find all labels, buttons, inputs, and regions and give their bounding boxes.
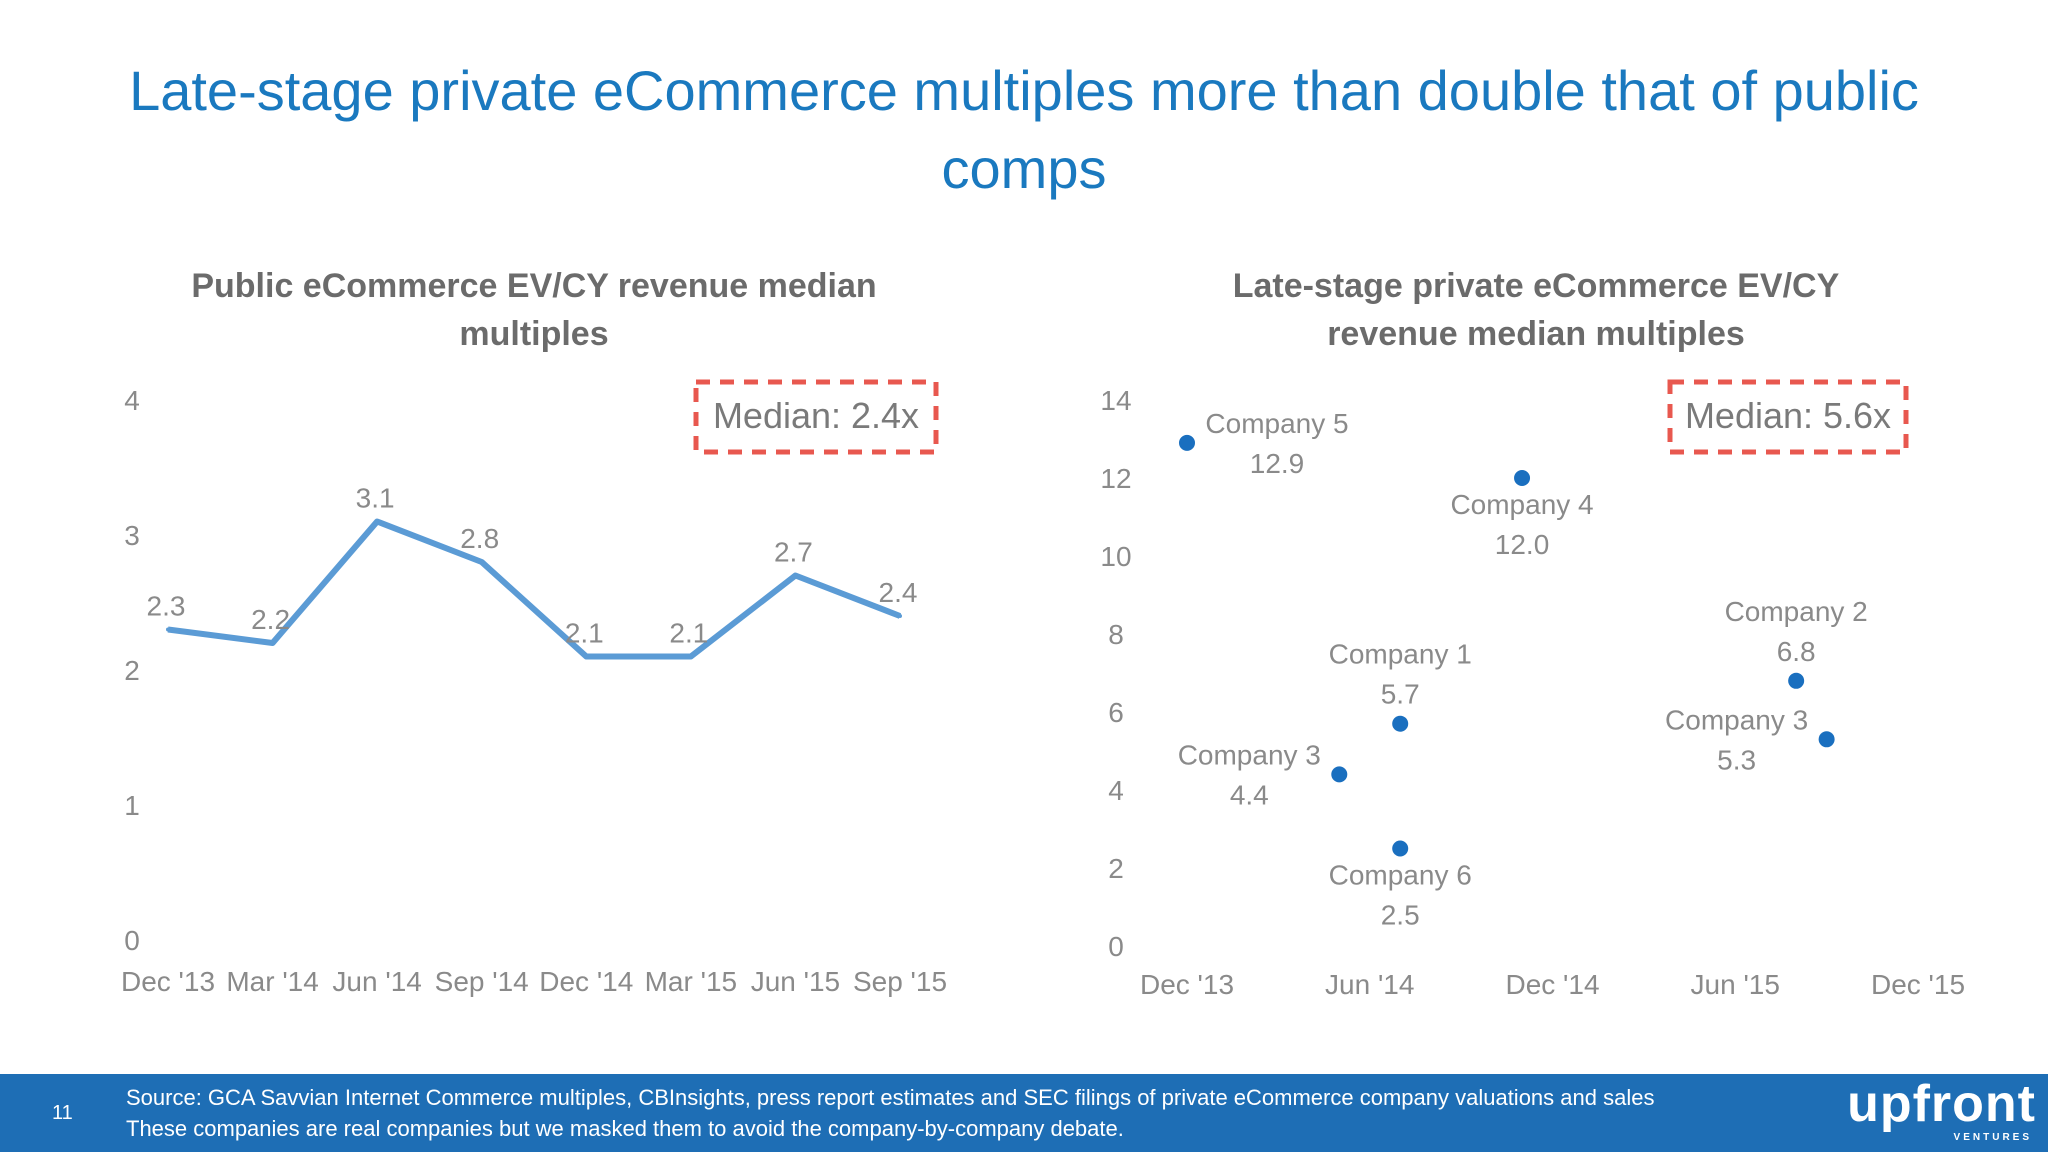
data-point xyxy=(584,654,589,659)
x-tick-label: Jun '15 xyxy=(1691,969,1780,1000)
data-label: 2.7 xyxy=(774,537,813,568)
point-value-label: 2.5 xyxy=(1381,900,1420,931)
point-value-label: 5.7 xyxy=(1381,679,1420,710)
footer-bar: 11 Source: GCA Savvian Internet Commerce… xyxy=(0,1074,2048,1152)
scatter-point xyxy=(1331,766,1348,783)
left-chart-title: Public eCommerce EV/CY revenue median mu… xyxy=(154,262,914,358)
slide-title-line1: Late-stage private eCommerce multiples m… xyxy=(129,59,1919,122)
y-tick-label: 10 xyxy=(1100,541,1131,572)
point-value-label: 4.4 xyxy=(1230,779,1269,810)
y-tick-label: 8 xyxy=(1108,619,1124,650)
y-tick-label: 4 xyxy=(1108,775,1124,806)
upfront-logo: upfront VENTURES xyxy=(1836,1075,2036,1146)
y-tick-label: 6 xyxy=(1108,697,1124,728)
point-label: Company 2 xyxy=(1725,596,1868,627)
scatter-point xyxy=(1788,672,1805,689)
x-tick-label: Sep '14 xyxy=(435,966,529,997)
data-label: 3.1 xyxy=(356,483,395,514)
right-chart-title: Late-stage private eCommerce EV/CY reven… xyxy=(1156,262,1916,358)
point-value-label: 12.9 xyxy=(1250,448,1305,479)
left-chart-title-line1: Public eCommerce EV/CY revenue median xyxy=(191,267,877,305)
y-tick-label: 4 xyxy=(124,385,140,416)
data-point xyxy=(270,641,275,645)
y-tick-label: 14 xyxy=(1100,385,1131,416)
x-tick-label: Jun '15 xyxy=(751,966,840,997)
data-label: 2.4 xyxy=(879,577,918,608)
x-tick-label: Dec '14 xyxy=(1505,969,1599,1000)
x-tick-label: Dec '13 xyxy=(121,966,215,997)
x-tick-label: Mar '14 xyxy=(226,966,319,997)
right-chart-title-line1: Late-stage private eCommerce EV/CY xyxy=(1232,267,1840,305)
scatter-point xyxy=(1514,470,1531,486)
data-label: 2.3 xyxy=(147,591,186,622)
source-line2: These companies are real companies but w… xyxy=(126,1116,1124,1141)
data-label: 2.1 xyxy=(565,618,604,649)
scatter-point xyxy=(1818,731,1835,748)
data-point xyxy=(793,573,798,578)
median-box xyxy=(693,379,939,455)
logo-wordmark: upfront xyxy=(1847,1075,2036,1133)
series-line xyxy=(167,518,902,660)
median-box xyxy=(1667,379,1909,455)
x-tick-label: Dec '15 xyxy=(1871,969,1965,1000)
scatter-point xyxy=(1392,715,1409,732)
source-line1: Source: GCA Savvian Internet Commerce mu… xyxy=(126,1085,1655,1110)
data-point xyxy=(479,560,484,564)
x-tick-label: Mar '15 xyxy=(645,966,738,997)
point-label: Company 5 xyxy=(1205,408,1348,439)
page-number: 11 xyxy=(52,1102,73,1124)
point-value-label: 6.8 xyxy=(1777,636,1816,667)
point-label: Company 1 xyxy=(1329,639,1472,670)
y-tick-label: 0 xyxy=(124,925,140,956)
median-annotation: Median: 2.4x xyxy=(713,395,919,436)
y-tick-label: 2 xyxy=(1108,853,1124,884)
slide-title-line2: comps xyxy=(941,137,1107,200)
y-tick-label: 0 xyxy=(1108,931,1124,962)
y-tick-label: 12 xyxy=(1100,463,1131,494)
point-label: Company 4 xyxy=(1450,489,1593,520)
point-label: Company 6 xyxy=(1329,860,1472,891)
y-tick-label: 3 xyxy=(124,520,140,551)
data-label: 2.8 xyxy=(460,523,499,554)
median-annotation: Median: 5.6x xyxy=(1685,395,1891,436)
logo-subtitle: VENTURES xyxy=(1953,1132,2032,1143)
data-label: 2.1 xyxy=(669,618,708,649)
right-chart-title-line2: revenue median multiples xyxy=(1327,315,1745,353)
x-tick-label: Sep '15 xyxy=(853,966,947,997)
point-value-label: 5.3 xyxy=(1717,744,1756,775)
scatter-point xyxy=(1179,434,1195,451)
data-point xyxy=(688,654,693,659)
x-tick-label: Jun '14 xyxy=(332,966,421,997)
point-label: Company 3 xyxy=(1665,704,1808,735)
source-note: Source: GCA Savvian Internet Commerce mu… xyxy=(126,1082,1654,1144)
data-point xyxy=(898,614,902,618)
x-tick-label: Dec '14 xyxy=(539,966,633,997)
y-tick-label: 2 xyxy=(124,655,140,686)
y-tick-label: 1 xyxy=(124,790,140,821)
slide-title: Late-stage private eCommerce multiples m… xyxy=(0,52,2048,208)
data-label: 2.2 xyxy=(251,604,290,635)
data-point xyxy=(375,519,380,524)
data-point xyxy=(166,627,170,632)
x-tick-label: Jun '14 xyxy=(1325,969,1414,1000)
point-value-label: 12.0 xyxy=(1495,529,1550,560)
left-chart-title-line2: multiples xyxy=(459,315,609,353)
x-tick-label: Dec '13 xyxy=(1140,969,1234,1000)
scatter-point xyxy=(1392,840,1409,857)
point-label: Company 3 xyxy=(1178,739,1321,770)
